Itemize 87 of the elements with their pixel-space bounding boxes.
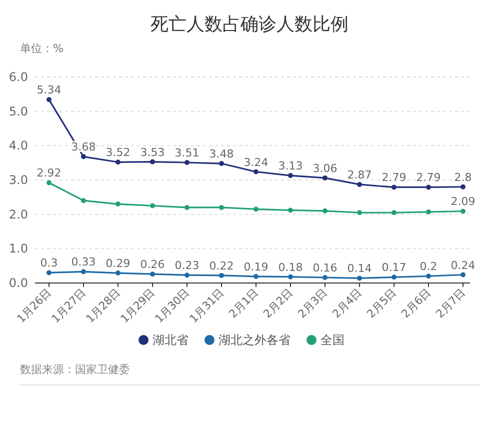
point	[288, 208, 293, 213]
point	[219, 204, 224, 210]
data-label: 2.79	[382, 171, 406, 184]
x-tick-label: 2月4日	[330, 286, 365, 321]
point	[392, 210, 396, 216]
data-label: 2.92	[36, 166, 62, 180]
source-note: 数据来源：国家卫健委	[20, 363, 130, 376]
y-tick-label: 6.0	[8, 70, 28, 84]
data-label: 5.34	[36, 84, 62, 97]
data-label: 3.48	[209, 148, 234, 161]
point	[81, 154, 86, 160]
chart-title: 死亡人数占确诊人数比例	[150, 14, 348, 35]
data-label: 3.53	[140, 146, 165, 159]
point	[426, 184, 431, 190]
y-tick-label: 1.0	[8, 242, 28, 256]
data-label: 0.3	[40, 256, 58, 270]
point	[392, 274, 396, 280]
point	[322, 275, 328, 280]
point	[116, 202, 120, 207]
x-tick-label: 1月31日	[187, 286, 227, 326]
data-label: 2.8	[454, 170, 472, 184]
point	[184, 204, 190, 210]
data-label: 0.2	[420, 260, 438, 274]
data-label: 0.14	[347, 262, 372, 276]
point	[288, 173, 293, 178]
data-label: 0.24	[450, 258, 476, 272]
point	[184, 160, 190, 165]
point	[81, 269, 86, 274]
point	[81, 198, 86, 204]
data-label: 0.26	[140, 258, 165, 272]
data-label: 0.19	[244, 260, 268, 274]
data-label: 3.52	[106, 146, 130, 160]
x-tick-label: 2月7日	[433, 286, 468, 321]
y-axis-title: 单位：%	[20, 42, 64, 55]
legend-label: 湖北之外各省	[218, 333, 290, 347]
point	[46, 180, 52, 186]
y-tick-label: 2.0	[8, 207, 28, 222]
point	[322, 175, 328, 180]
x-tick-label: 2月3日	[295, 286, 330, 321]
point	[46, 97, 52, 102]
point	[150, 272, 155, 277]
point	[460, 208, 466, 214]
point	[116, 270, 120, 276]
point	[219, 161, 224, 166]
point	[219, 272, 224, 278]
point	[357, 182, 362, 187]
point	[460, 184, 466, 190]
y-tick-label: 3.0	[8, 173, 28, 187]
data-label: 0.22	[209, 259, 234, 272]
data-label: 2.79	[416, 171, 441, 184]
point	[150, 159, 155, 164]
x-tick-label: 2月5日	[364, 286, 400, 321]
data-label: 3.06	[312, 162, 338, 175]
point	[357, 210, 362, 216]
point	[254, 169, 258, 174]
point	[150, 203, 155, 208]
point	[288, 274, 293, 280]
legend-label: 湖北省	[152, 333, 188, 347]
point	[426, 274, 431, 279]
point	[357, 276, 362, 281]
x-tick-label: 2月6日	[398, 286, 434, 321]
x-tick-label: 2月2日	[260, 286, 296, 321]
y-tick-label: 5.0	[8, 104, 28, 118]
point	[254, 206, 258, 212]
data-label: 0.17	[382, 261, 406, 274]
point	[426, 209, 431, 214]
point	[254, 274, 258, 279]
data-label: 3.13	[278, 160, 303, 173]
data-label: 0.33	[71, 256, 96, 269]
point	[322, 208, 328, 214]
y-tick-label: 0.0	[8, 276, 28, 290]
point	[184, 272, 190, 278]
data-label: 0.29	[106, 257, 130, 270]
point	[460, 272, 466, 278]
data-label: 0.23	[174, 259, 200, 272]
data-label: 3.24	[244, 156, 268, 169]
point	[46, 270, 52, 276]
data-label: 3.51	[174, 146, 200, 160]
data-label: 0.16	[312, 262, 338, 275]
legend-label: 全国	[320, 333, 344, 347]
data-label: 2.87	[347, 168, 372, 182]
x-tick-label: 2月1日	[226, 286, 262, 321]
data-label: 0.18	[278, 260, 303, 274]
y-tick-label: 4.0	[8, 138, 28, 153]
data-label: 2.09	[450, 195, 476, 208]
point	[116, 160, 120, 165]
point	[392, 184, 396, 190]
